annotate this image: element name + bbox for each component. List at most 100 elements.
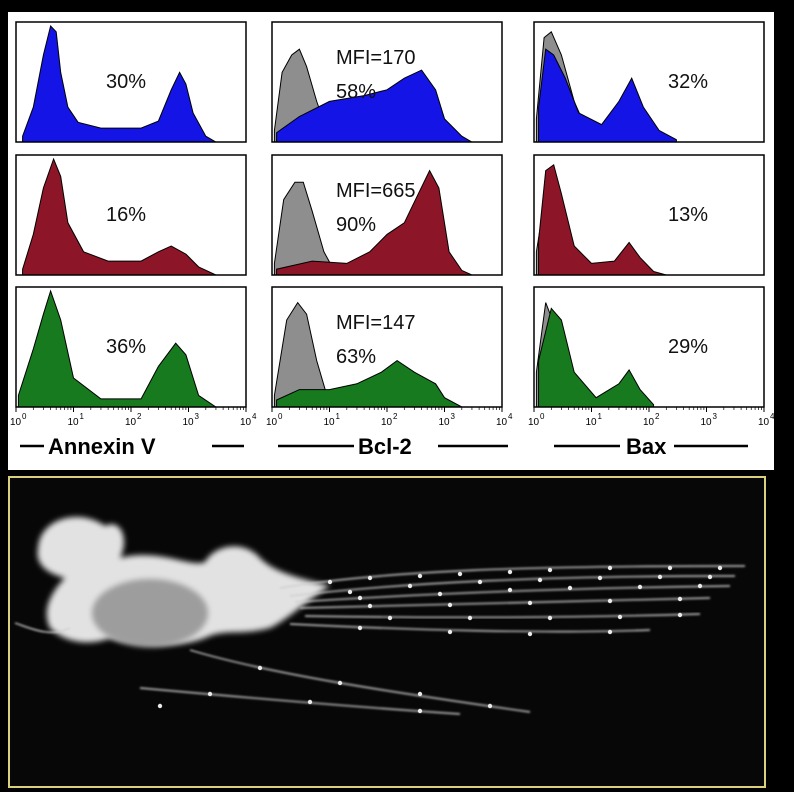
neuron-cell-body — [37, 517, 330, 647]
annotation-label: 30% — [106, 71, 146, 93]
neurite — [279, 565, 746, 589]
varicosity — [677, 612, 683, 618]
plot-frame — [271, 154, 503, 276]
sample-histogram — [17, 289, 217, 408]
varicosity — [417, 708, 423, 714]
varicosity — [617, 614, 623, 620]
annotation-label: 32% — [668, 71, 708, 93]
varicosity — [547, 615, 553, 621]
bax-row1-panel: 32% — [533, 21, 765, 143]
tick-exponent: 2 — [393, 412, 398, 421]
tick-label: 10 — [10, 417, 22, 428]
neurite — [289, 623, 651, 633]
plot-frame — [271, 21, 503, 143]
varicosity — [637, 584, 643, 590]
tick-exponent: 2 — [137, 412, 142, 421]
varicosity — [607, 598, 613, 604]
sample-histogram — [538, 163, 667, 276]
varicosity — [487, 703, 493, 709]
tick-label: 10 — [701, 417, 713, 428]
annotation-label: MFI=147 — [336, 312, 415, 334]
varicosity — [447, 602, 453, 608]
annotation-label: 63% — [336, 346, 376, 368]
axis-caption: Annexin V — [20, 434, 244, 459]
caption-text: Bax — [626, 434, 667, 459]
caption-text: Annexin V — [48, 434, 156, 459]
varicosity — [507, 569, 513, 575]
neurites — [14, 565, 746, 715]
tick-exponent: 0 — [540, 412, 545, 421]
varicosity — [677, 596, 683, 602]
varicosity — [447, 629, 453, 635]
varicosity — [357, 595, 363, 601]
tick-exponent: 2 — [655, 412, 660, 421]
neurite — [189, 649, 531, 713]
neurite — [299, 597, 711, 609]
neurite — [294, 585, 731, 603]
cell-image — [14, 517, 746, 715]
plot-frame — [533, 21, 765, 143]
varicosity — [657, 574, 663, 580]
control-histogram — [273, 181, 335, 276]
varicosity — [707, 574, 713, 580]
varicosity — [457, 571, 463, 577]
varicosity — [597, 575, 603, 581]
varicosity — [157, 703, 163, 709]
plot-frame — [15, 21, 247, 143]
sample-histogram — [22, 157, 217, 276]
varicosity — [327, 579, 333, 585]
tick-exponent: 3 — [451, 412, 456, 421]
varicosity — [347, 589, 353, 595]
bax-row2-panel: 13% — [533, 154, 765, 276]
varicosity — [527, 600, 533, 606]
annotation-label: 90% — [336, 214, 376, 236]
axis-caption: Bcl-2 — [278, 434, 508, 459]
tick-label: 10 — [528, 417, 540, 428]
sample-histogram — [276, 69, 473, 143]
varicosity — [607, 565, 613, 571]
varicosity — [417, 691, 423, 697]
tick-label: 10 — [496, 417, 508, 428]
nucleus — [92, 579, 208, 647]
varicosity — [537, 577, 543, 583]
tick-exponent: 0 — [22, 412, 27, 421]
caption-text: Bcl-2 — [358, 434, 412, 459]
varicosity — [417, 573, 423, 579]
varicosity — [387, 615, 393, 621]
sample-histogram — [22, 25, 217, 143]
varicosity — [437, 591, 443, 597]
tick-label: 10 — [643, 417, 655, 428]
bcl2-row2-panel: MFI=665 90% — [271, 154, 503, 276]
annotation-label: 58% — [336, 81, 376, 103]
fluorescence-micrograph — [8, 476, 766, 788]
tick-exponent: 4 — [770, 412, 774, 421]
varicosity — [467, 615, 473, 621]
varicosity — [607, 629, 613, 635]
tick-label: 10 — [68, 417, 80, 428]
varicosity — [257, 665, 263, 671]
varicosity — [547, 567, 553, 573]
annotation-label: 13% — [668, 204, 708, 226]
tick-label: 10 — [758, 417, 770, 428]
varicosity — [307, 699, 313, 705]
varicosity — [367, 603, 373, 609]
varicosity — [477, 579, 483, 585]
plot-frame — [533, 154, 765, 276]
neurite — [304, 613, 701, 619]
varicosity — [667, 565, 673, 571]
plot-frame — [15, 154, 247, 276]
tick-exponent: 4 — [508, 412, 513, 421]
flow-cytometry-figure: 30% MFI=170 58% 32% 16% MFI=665 90% 13% 36% 10 0 10… — [8, 12, 780, 470]
varicosity — [697, 583, 703, 589]
varicosity — [367, 575, 373, 581]
varicosity — [507, 587, 513, 593]
annexin-row1-panel: 30% — [15, 21, 247, 143]
annotation-label: 36% — [106, 336, 146, 358]
tick-exponent: 3 — [195, 412, 200, 421]
varicosity — [567, 585, 573, 591]
sample-histogram — [538, 48, 677, 143]
tick-exponent: 0 — [278, 412, 283, 421]
